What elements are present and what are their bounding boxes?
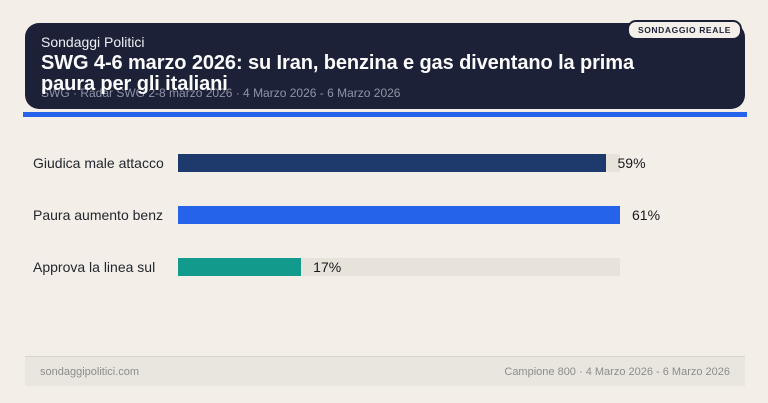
- bar-label: Approva la linea sul: [33, 259, 156, 275]
- status-badge: SONDAGGIO REALE: [626, 20, 742, 40]
- bar-row: Paura aumento benz 61%: [33, 206, 660, 224]
- bar-track: 61%: [178, 206, 660, 224]
- brand-kicker: Sondaggi Politici: [41, 34, 145, 50]
- bar-fill: [178, 206, 620, 224]
- bar-fill: [178, 258, 302, 276]
- accent-divider: [23, 112, 747, 117]
- bar-label: Paura aumento benz: [33, 207, 163, 223]
- bar-value: 17%: [313, 259, 342, 275]
- header-card: SONDAGGIO REALE Sondaggi Politici SWG 4-…: [25, 20, 745, 109]
- bar-label: Giudica male attacco: [33, 155, 164, 171]
- footer-bar: sondaggipolitici.com Campione 800 · 4 Ma…: [25, 356, 745, 386]
- page-title: SWG 4-6 marzo 2026: su Iran, benzina e g…: [41, 52, 634, 95]
- footer-site-url: sondaggipolitici.com: [40, 365, 140, 378]
- footer-sample-info: Campione 800 · 4 Marzo 2026 - 6 Marzo 20…: [504, 365, 730, 378]
- bar-row: Approva la linea sul 17%: [33, 258, 620, 276]
- bar-value: 59%: [617, 155, 646, 171]
- bar-track: 17%: [178, 258, 620, 276]
- bar-track: 59%: [178, 154, 646, 172]
- bar-chart: Giudica male attacco 59% Paura aumento ben…: [33, 154, 660, 310]
- bar-row: Giudica male attacco 59%: [33, 154, 646, 172]
- page-subtitle: SWG · Radar SWG 2-8 marzo 2026 · 4 Marzo…: [41, 86, 401, 100]
- bar-value: 61%: [632, 207, 661, 223]
- bar-fill: [178, 154, 606, 172]
